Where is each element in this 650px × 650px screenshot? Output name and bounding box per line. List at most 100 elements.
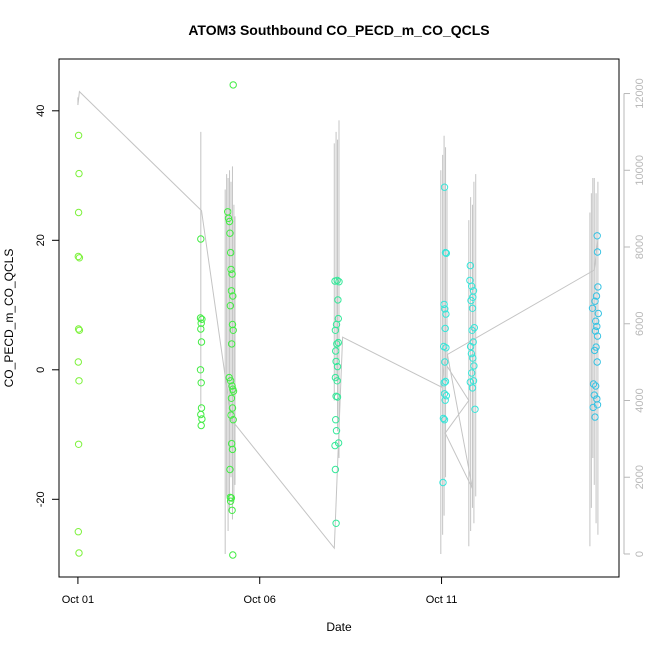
- data-point-group2-17: [227, 265, 235, 274]
- y-tick-label-1: 0: [35, 367, 47, 373]
- y-axis-label: CO_PECD_m_CO_QCLS: [2, 249, 16, 388]
- x-tick-label-2: Oct 11: [426, 594, 458, 606]
- data-point-group3-7: [333, 340, 341, 348]
- y2-tick-label-5: 10000: [634, 155, 646, 186]
- data-point-group3-6: [331, 326, 340, 334]
- axes: Oct 01 Oct 06 Oct 11 -20 0 20 40 0 2000 4000 6000 8…: [35, 78, 646, 606]
- data-point-group4-1: [441, 248, 450, 257]
- data-point-group1-10: [74, 528, 83, 536]
- plot-frame: [58, 58, 620, 578]
- data-point-group3-3: [334, 296, 342, 304]
- data-point-group4-0: [440, 183, 449, 191]
- data-point-group3-2: [335, 278, 343, 286]
- data-point-group4-6: [441, 324, 449, 333]
- data-point-group2-4: [197, 325, 205, 333]
- data-point-group5-15: [592, 382, 600, 390]
- data-point-group1-4: [75, 254, 84, 262]
- data-point-group2-20: [229, 292, 237, 300]
- data-point-group5-16: [590, 391, 598, 399]
- data-point-group4-5: [442, 310, 450, 318]
- data-point-group2-31: [228, 404, 237, 412]
- data-point-group2-30: [227, 394, 236, 402]
- data-point-group1-5: [74, 325, 83, 333]
- data-point-group5-6: [594, 309, 602, 318]
- data-point-group2-36: [226, 465, 234, 474]
- data-point-group4-24: [468, 304, 477, 312]
- data-point-group3-10: [332, 357, 340, 366]
- data-point-group2-32: [227, 411, 235, 419]
- data-point-group2-8: [197, 404, 206, 412]
- data-point-group5-9: [591, 327, 600, 335]
- data-point-group2-3: [197, 319, 205, 327]
- data-point-group5-2: [594, 283, 602, 291]
- y-tick-label-2: 20: [35, 234, 47, 246]
- data-point-group5-4: [591, 297, 599, 305]
- data-point-group3-9: [332, 347, 340, 355]
- data-point-group2-11: [197, 421, 205, 430]
- data-point-group5-5: [588, 304, 597, 312]
- data-point-group4-11: [441, 377, 450, 386]
- data-point-group4-3: [440, 300, 448, 309]
- x-tick-label-1: Oct 06: [244, 594, 276, 606]
- data-point-group2-40: [228, 506, 236, 514]
- y2-tick-label-2: 4000: [634, 388, 646, 412]
- data-point-group4-2: [442, 249, 450, 258]
- data-point-group2-5: [197, 338, 206, 346]
- y2-tick-label-3: 6000: [634, 312, 646, 336]
- data-point-group2-9: [197, 410, 205, 419]
- data-point-group2-6: [196, 366, 205, 374]
- data-point-group3-16: [332, 416, 340, 424]
- y2-tick-label-1: 2000: [634, 465, 646, 489]
- data-point-group2-16: [226, 248, 235, 257]
- data-point-group4-8: [442, 344, 450, 352]
- data-point-group1-6: [75, 326, 84, 334]
- data-point-group4-4: [441, 305, 449, 313]
- data-point-group5-8: [593, 322, 601, 331]
- data-point-group2-33: [229, 416, 237, 424]
- data-point-group3-8: [334, 338, 342, 347]
- data-point-group2-21: [226, 302, 235, 310]
- scatter-points: [74, 81, 602, 559]
- data-point-group1-7: [74, 358, 83, 366]
- data-point-group3-15: [333, 393, 342, 401]
- data-point-group4-14: [442, 392, 450, 400]
- data-point-group2-13: [224, 214, 233, 223]
- data-point-group4-31: [470, 362, 478, 370]
- data-point-group5-19: [589, 403, 597, 412]
- data-point-group4-19: [468, 282, 476, 290]
- data-point-group5-7: [592, 317, 600, 325]
- data-point-group3-20: [331, 465, 340, 474]
- data-point-group2-10: [198, 415, 206, 423]
- data-point-group1-2: [74, 208, 83, 217]
- data-point-group1-3: [74, 252, 83, 261]
- data-point-group2-18: [228, 270, 236, 278]
- data-point-group4-17: [439, 478, 447, 487]
- data-point-group5-20: [591, 413, 599, 421]
- data-point-group5-1: [593, 248, 602, 256]
- data-point-group2-41: [229, 551, 237, 559]
- data-point-group2-35: [228, 445, 237, 454]
- secondary-series-lines: [77, 90, 599, 554]
- data-point-group5-0: [593, 232, 601, 240]
- x-axis-label: Date: [326, 620, 352, 634]
- data-point-group2-27: [228, 382, 236, 390]
- data-point-group4-9: [441, 358, 449, 366]
- x-tick-label-0: Oct 01: [62, 594, 94, 606]
- data-point-group4-29: [467, 349, 476, 358]
- data-point-group1-1: [75, 169, 83, 178]
- data-point-group1-8: [75, 377, 83, 385]
- data-point-group4-15: [439, 414, 448, 423]
- y2-tick-label-6: 12000: [634, 78, 646, 109]
- data-point-group2-0: [197, 235, 205, 243]
- data-point-group5-10: [593, 332, 602, 340]
- data-point-group2-15: [226, 229, 234, 237]
- data-point-group2-7: [197, 379, 205, 387]
- data-point-group4-30: [469, 354, 477, 362]
- y-tick-label-3: 40: [35, 105, 47, 117]
- data-point-group5-11: [592, 343, 600, 351]
- data-point-group5-12: [590, 346, 599, 355]
- data-point-group2-24: [228, 340, 236, 348]
- data-point-group4-16: [440, 416, 449, 424]
- data-point-group3-21: [332, 519, 340, 527]
- data-point-group4-22: [466, 261, 474, 270]
